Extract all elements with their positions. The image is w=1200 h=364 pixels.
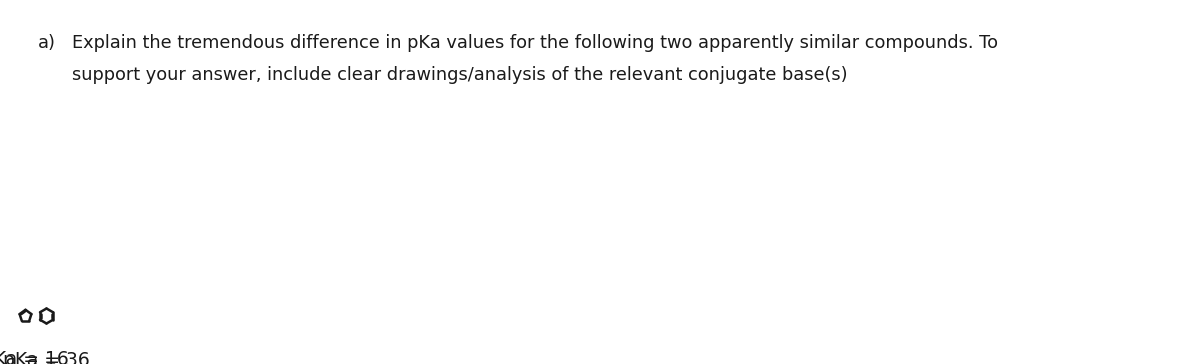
Text: pKa = 36: pKa = 36 [4, 352, 90, 364]
Text: a): a) [38, 34, 56, 52]
Text: pKa = 16: pKa = 16 [0, 350, 68, 364]
Text: Explain the tremendous difference in pKa values for the following two apparently: Explain the tremendous difference in pKa… [72, 34, 998, 52]
Text: support your answer, include clear drawings/analysis of the relevant conjugate b: support your answer, include clear drawi… [72, 66, 847, 84]
